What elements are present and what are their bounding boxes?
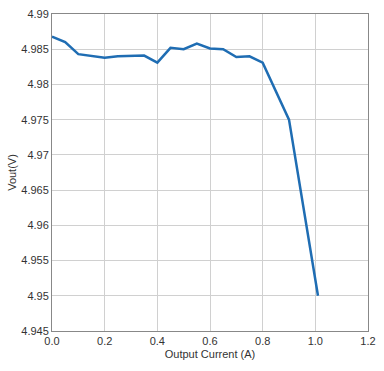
svg-text:4.965: 4.965 — [21, 184, 49, 196]
svg-text:1.0: 1.0 — [308, 335, 323, 347]
svg-text:4.975: 4.975 — [21, 114, 49, 126]
svg-text:0.0: 0.0 — [44, 335, 59, 347]
svg-text:4.985: 4.985 — [21, 43, 49, 55]
svg-text:1.2: 1.2 — [360, 335, 375, 347]
svg-text:0.4: 0.4 — [150, 335, 165, 347]
svg-text:4.99: 4.99 — [27, 8, 48, 20]
svg-text:4.955: 4.955 — [21, 254, 49, 266]
svg-text:4.945: 4.945 — [21, 325, 49, 337]
svg-text:Vout(V): Vout(V) — [6, 154, 18, 191]
svg-text:4.95: 4.95 — [27, 290, 48, 302]
svg-text:4.96: 4.96 — [27, 219, 48, 231]
svg-text:4.97: 4.97 — [27, 149, 48, 161]
svg-text:0.2: 0.2 — [97, 335, 112, 347]
svg-text:0.6: 0.6 — [202, 335, 217, 347]
svg-text:4.98: 4.98 — [27, 78, 48, 90]
svg-text:Output Current (A): Output Current (A) — [165, 348, 255, 360]
svg-text:0.8: 0.8 — [255, 335, 270, 347]
